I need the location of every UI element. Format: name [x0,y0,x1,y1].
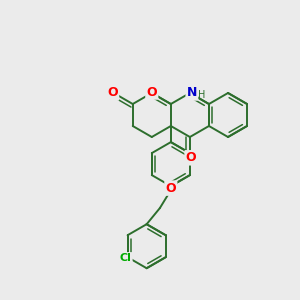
Text: N: N [187,86,197,100]
Text: O: O [107,86,118,100]
Text: O: O [166,182,176,195]
Text: O: O [186,151,196,164]
Text: O: O [146,85,157,98]
Text: Cl: Cl [120,253,131,263]
Text: H: H [198,90,206,100]
